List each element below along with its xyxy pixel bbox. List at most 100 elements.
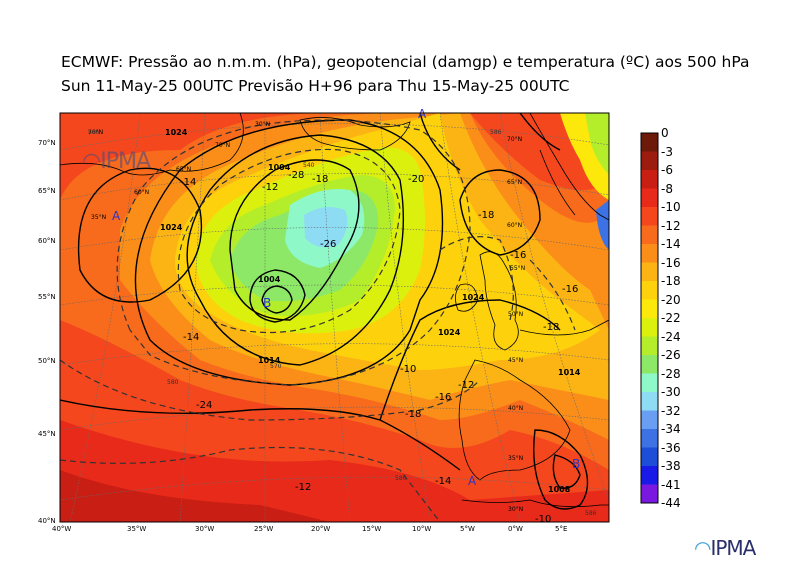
lat-inner-label: 65°N (507, 179, 522, 186)
lat-inner-label: 70°N (507, 136, 522, 143)
latitude-label: 60°N (38, 237, 56, 245)
colorbar-label: -38 (661, 459, 681, 473)
geopotential-label: 586 (490, 129, 502, 136)
isobar-label: 1024 (462, 293, 485, 302)
isobar-label: 1024 (165, 128, 188, 137)
temperature-label: -20 (408, 174, 424, 185)
temperature-label: -10 (400, 364, 416, 375)
lat-inner-label: 55°N (510, 265, 525, 272)
colorbar-swatch (641, 188, 658, 208)
colorbar-label: -28 (661, 366, 681, 381)
geopotential-labels: 540 570 586 586 580 586 586 (88, 129, 597, 517)
ipma-logo: ◠IPMA (694, 536, 756, 560)
colorbar-label: -34 (661, 422, 681, 436)
latitude-label: 55°N (38, 293, 56, 301)
temperature-label: -18 (543, 322, 559, 333)
lat-inner-label: 35°N (91, 214, 106, 221)
temperature-field (60, 113, 609, 522)
lat-inner-label: 60°N (134, 189, 149, 196)
latitude-label: 45°N (38, 430, 56, 438)
geopotential-label: 540 (303, 162, 315, 169)
colorbar-swatch (641, 336, 658, 356)
latitude-label: 65°N (38, 187, 56, 195)
colorbar-label: -18 (661, 274, 681, 288)
ipma-logo-icon: ◠ (82, 149, 101, 174)
colorbar-label: -41 (661, 477, 681, 492)
temperature-label: -14 (180, 177, 196, 188)
temperature-contour-labels: -20 -18 -16 -18 -16 -14 -12 -10 -12 -16 … (180, 170, 578, 525)
colorbar-swatch (641, 262, 658, 282)
high-pressure-center: A (112, 209, 121, 223)
colorbar-label: -14 (661, 237, 681, 251)
temperature-label: -16 (510, 250, 526, 261)
isobar-label: 1024 (160, 223, 183, 232)
longitude-label: 15°W (362, 525, 382, 533)
lat-inner-label: 40°N (508, 405, 523, 412)
lat-inner-label: 45°N (508, 357, 523, 364)
temperature-label: -24 (196, 400, 212, 411)
high-pressure-center: A (468, 474, 477, 488)
longitude-label: 10°W (412, 525, 432, 533)
map-title: ECMWF: Pressão ao n.m.m. (hPa), geopoten… (61, 53, 750, 71)
latitude-label: 40°N (38, 517, 56, 525)
lat-inner-label: 60°N (507, 222, 522, 229)
colorbar-swatch (641, 392, 658, 411)
longitude-label: 20°W (311, 525, 331, 533)
temperature-label: -18 (312, 174, 328, 185)
colorbar-swatch (641, 410, 658, 430)
longitude-label: 0°W (508, 525, 523, 533)
map-subtitle: Sun 11-May-25 00UTC Previsão H+96 para T… (61, 77, 570, 95)
colorbar-label: -6 (661, 163, 673, 177)
colorbar-label: -30 (661, 385, 681, 399)
latitude-label: 70°N (38, 139, 56, 147)
isobar-label: 1014 (258, 356, 281, 365)
colorbar-swatch (641, 466, 658, 485)
colorbar-frame (640, 132, 659, 504)
colorbar-swatch (641, 281, 658, 300)
colorbar-label: -16 (661, 255, 681, 270)
temperature-label: -16 (562, 284, 578, 295)
longitude-label: 40°W (52, 525, 72, 533)
ipma-watermark: ◠IPMA (82, 149, 151, 174)
colorbar-label: -8 (661, 181, 673, 196)
colorbar-swatch (641, 151, 658, 171)
colorbar-swatch (641, 207, 658, 226)
temperature-label: -12 (295, 482, 311, 493)
colorbar-swatch (641, 244, 658, 263)
colorbar-swatch (641, 484, 658, 504)
colorbar-swatch (641, 447, 658, 467)
lat-inner-label: 30°N (255, 121, 270, 128)
colorbar-swatch (641, 170, 658, 189)
colorbar-label: -12 (661, 218, 681, 233)
temperature-label: -10 (535, 514, 551, 525)
temperature-label: -16 (435, 392, 451, 403)
colorbar-label: -20 (661, 292, 681, 307)
colorbar-label: -32 (661, 403, 681, 418)
high-pressure-center: A (418, 107, 427, 121)
isobar-label: 1004 (258, 275, 281, 284)
lat-inner-label: 35°N (508, 455, 523, 462)
colorbar-swatch (641, 373, 658, 393)
map-labels: 70°N 30°N 70°N 65°N 60°N 35°N 70°N 65°N … (88, 107, 597, 525)
temperature-label: -12 (458, 380, 474, 391)
longitude-label: 35°W (127, 525, 147, 533)
low-pressure-center: B (572, 457, 580, 471)
isobar-label: 1014 (558, 368, 581, 377)
colorbar-swatch (641, 355, 658, 374)
latitude-label: 50°N (38, 357, 56, 365)
lat-inner-label: 70°N (88, 129, 103, 136)
colorbar-label: -22 (661, 311, 681, 325)
longitude-label: 30°W (195, 525, 215, 533)
ipma-logo-icon: ◠ (694, 536, 711, 560)
map-frame (59, 112, 610, 523)
temperature-label: -14 (183, 332, 199, 343)
colorbar-label: -24 (661, 329, 681, 344)
longitude-label: 25°W (254, 525, 274, 533)
lat-inner-label: 65°N (176, 166, 191, 173)
temperature-colorbar (640, 132, 659, 504)
geopotential-label: 580 (167, 379, 179, 386)
longitude-label: 5°W (460, 525, 475, 533)
colorbar-swatch (641, 299, 658, 319)
geopotential-label: 570 (270, 363, 282, 370)
